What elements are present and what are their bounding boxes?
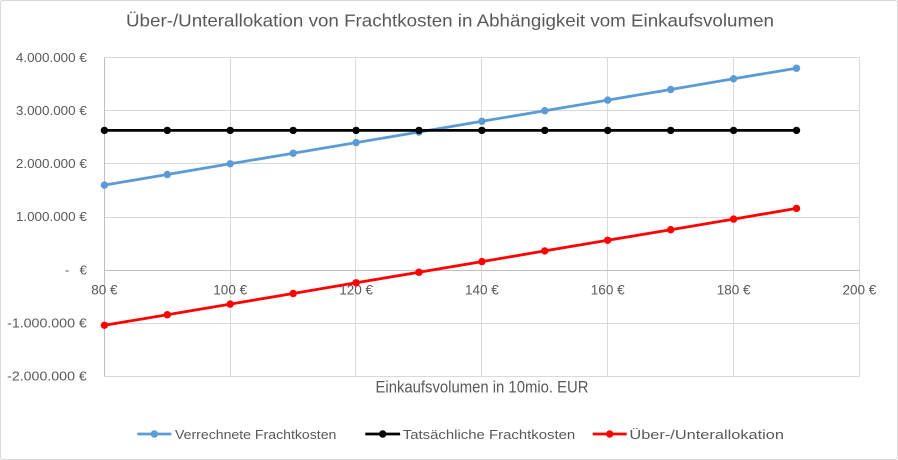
svg-text:-: - xyxy=(65,262,69,277)
svg-text:200 €: 200 € xyxy=(843,282,877,297)
svg-text:140 €: 140 € xyxy=(465,282,499,297)
svg-text:4.000.000 €: 4.000.000 € xyxy=(16,50,87,65)
svg-text:Tatsächliche Frachtkosten: Tatsächliche Frachtkosten xyxy=(403,427,575,442)
svg-text:€: € xyxy=(80,262,87,277)
svg-text:Über-/Unterallokation: Über-/Unterallokation xyxy=(629,427,784,442)
svg-text:-1.000.000 €: -1.000.000 € xyxy=(7,315,87,330)
svg-text:180 €: 180 € xyxy=(717,282,751,297)
svg-text:3.000.000 €: 3.000.000 € xyxy=(16,103,87,118)
svg-text:80 €: 80 € xyxy=(91,282,118,297)
svg-text:Verrechnete Frachtkosten: Verrechnete Frachtkosten xyxy=(175,427,336,442)
svg-text:120 €: 120 € xyxy=(339,282,373,297)
svg-text:100 €: 100 € xyxy=(213,282,247,297)
svg-text:Über-/Unterallokation von Frac: Über-/Unterallokation von Frachtkosten i… xyxy=(126,11,774,31)
svg-text:-2.000.000 €: -2.000.000 € xyxy=(7,369,87,384)
svg-text:Einkaufsvolumen in 10mio. EUR: Einkaufsvolumen in 10mio. EUR xyxy=(376,378,589,397)
svg-text:1.000.000 €: 1.000.000 € xyxy=(16,209,87,224)
svg-text:160 €: 160 € xyxy=(591,282,625,297)
svg-text:2.000.000 €: 2.000.000 € xyxy=(16,156,87,171)
